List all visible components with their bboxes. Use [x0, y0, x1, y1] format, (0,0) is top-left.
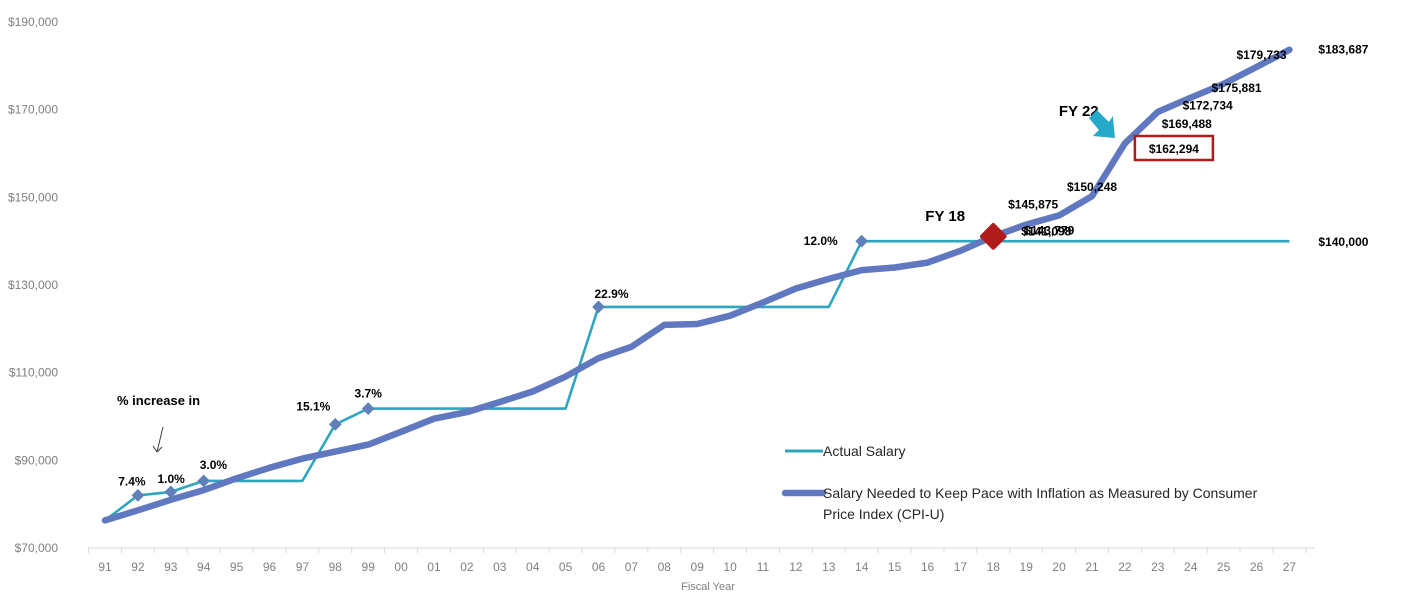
x-tick-label: 95 [230, 560, 244, 574]
x-tick-label: 10 [723, 560, 737, 574]
x-axis-title: Fiscal Year [681, 581, 735, 593]
value-label: $140,000 [1318, 235, 1368, 249]
pct-increase-arrow-icon [152, 426, 164, 453]
x-tick-label: 15 [888, 560, 902, 574]
series-marker-actual-salary [328, 418, 342, 431]
y-tick-label: $90,000 [15, 453, 59, 467]
y-tick-label: $170,000 [8, 103, 58, 117]
series-line-actual-salary [104, 239, 1290, 522]
value-label: $179,733 [1236, 48, 1286, 62]
pct-increase-label: 3.0% [200, 458, 228, 472]
series-marker-actual-salary [361, 402, 375, 415]
value-label: $143,779 [1024, 224, 1074, 238]
highlight-box [1133, 134, 1215, 162]
y-tick-label: $130,000 [8, 278, 58, 292]
pct-increase-label: 1.0% [157, 472, 185, 486]
pct-increase-annotation: % increase in [117, 393, 200, 408]
x-tick-label: 00 [394, 560, 408, 574]
x-tick-label: 07 [625, 560, 639, 574]
x-tick-label: 17 [954, 560, 968, 574]
x-tick-label: 92 [131, 560, 145, 574]
y-tick-label: $110,000 [9, 366, 58, 380]
x-tick-label: 18 [987, 560, 1001, 574]
fy22-annotation: FY 22 [1059, 103, 1099, 120]
x-tick-label: 97 [296, 560, 310, 574]
x-tick-label: 12 [789, 560, 803, 574]
x-tick-label: 01 [427, 560, 441, 574]
x-tick-label: 05 [559, 560, 573, 574]
series-marker-actual-salary [855, 234, 869, 248]
y-axis: $70,000 $90,000 $110,000 $130,000 $150,000 $1… [8, 15, 58, 555]
series-line-cpi-salary [101, 46, 1293, 524]
pct-increase-label: 15.1% [296, 399, 330, 413]
annotations-layer: % increase in FY 18 FY 22 [117, 103, 1115, 453]
x-tick-label: 22 [1118, 560, 1132, 574]
x-tick-label: 98 [329, 560, 343, 574]
x-tick-label: 19 [1020, 560, 1034, 574]
x-tick-label: 21 [1085, 560, 1099, 574]
y-tick-label: $190,000 [8, 15, 58, 29]
x-tick-label: 99 [362, 560, 376, 574]
x-tick-label: 96 [263, 560, 277, 574]
x-tick-label: 03 [493, 560, 507, 574]
x-tick-label: 23 [1151, 560, 1165, 574]
x-tick-label: 24 [1184, 560, 1198, 574]
y-tick-label: $150,000 [8, 190, 58, 204]
x-tick-label: 16 [921, 560, 935, 574]
x-tick-label: 25 [1217, 560, 1231, 574]
x-tick-label: 11 [757, 560, 770, 574]
pct-increase-label: 7.4% [118, 474, 146, 488]
x-tick-label: 27 [1283, 560, 1297, 574]
x-tick-label: 06 [592, 560, 606, 574]
value-label: $169,488 [1162, 117, 1212, 131]
x-tick-label: 09 [691, 560, 705, 574]
series-marker-actual-salary [131, 489, 145, 502]
x-tick-label: 13 [822, 560, 836, 574]
legend-label-cpi-salary: Salary Needed to Keep Pace with Inflatio… [823, 485, 1261, 522]
fy18-annotation: FY 18 [925, 208, 965, 225]
x-tick-label: 93 [164, 560, 178, 574]
x-tick-label: 20 [1052, 560, 1066, 574]
pct-increase-label: 3.7% [355, 387, 383, 401]
value-label-boxed: $162,294 [1149, 142, 1199, 156]
legend-label-actual-salary: Actual Salary [823, 443, 905, 459]
value-label: $150,248 [1067, 180, 1117, 194]
value-label: $172,734 [1183, 99, 1233, 113]
x-tick-label: 26 [1250, 560, 1264, 574]
labels-layer: 7.4% 1.0%3.0%15.1%3.7%22.9%12.0%$141,098$… [118, 43, 1369, 489]
value-label: $141,098 [1021, 224, 1071, 238]
series-marker-actual-salary [592, 300, 605, 314]
series-marker-actual-salary [197, 474, 211, 488]
fy18-crossover-diamond [979, 223, 1007, 250]
series-marker-actual-salary [164, 485, 178, 499]
legend-label-cpi-line1: Salary Needed to Keep Pace with Inflatio… [823, 485, 1258, 501]
value-label: $145,875 [1008, 197, 1058, 211]
x-tick-label: 08 [658, 560, 672, 574]
value-label: $175,881 [1212, 81, 1262, 95]
pct-increase-label: 22.9% [595, 287, 629, 301]
legend: Actual Salary Salary Needed to Keep Pace… [781, 443, 1261, 522]
x-tick-label: 04 [526, 560, 540, 574]
fy22-arrow-icon [1088, 110, 1115, 138]
x-tick-label: 14 [855, 560, 869, 574]
x-axis: 91 92 93 94 95 96 97 98 99 00 01 02 03 04 05 06 07 08 09 10… [88, 547, 1315, 574]
pct-increase-label: 12.0% [804, 234, 838, 248]
x-tick-label: 91 [98, 560, 112, 574]
legend-label-cpi-line2: Price Index (CPI-U) [823, 506, 944, 522]
x-tick-label: 02 [460, 560, 474, 574]
value-label: $183,687 [1318, 43, 1368, 57]
y-tick-label: $70,000 [15, 541, 59, 555]
x-tick-label: 94 [197, 560, 211, 574]
